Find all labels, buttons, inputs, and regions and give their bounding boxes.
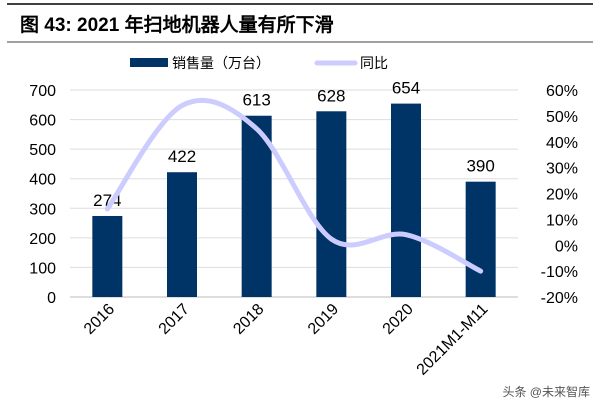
y-left-tick-label: 400 — [29, 172, 56, 189]
bar — [167, 172, 197, 297]
y-right-tick-label: -20% — [541, 290, 578, 307]
bar-data-label: 613 — [242, 91, 270, 110]
y-left-tick-label: 500 — [29, 142, 56, 159]
x-tick-label: 2016 — [81, 301, 118, 338]
legend-swatch-bar — [130, 58, 168, 67]
y-right-tick-label: 50% — [546, 109, 578, 126]
bar — [316, 111, 346, 297]
y-right-tick-label: -10% — [541, 264, 578, 281]
y-left-tick-label: 0 — [47, 290, 56, 307]
y-left-tick-label: 600 — [29, 113, 56, 130]
x-tick-label: 2020 — [380, 301, 417, 338]
yoy-line — [107, 100, 480, 271]
bar-data-label: 628 — [317, 86, 345, 105]
bar — [466, 182, 496, 297]
watermark: 头条 @未来智库 — [502, 384, 590, 399]
bar-data-label: 390 — [466, 157, 494, 176]
legend-label-bar: 销售量（万台） — [172, 55, 270, 71]
x-tick-label: 2021M1-M11 — [414, 301, 492, 379]
y-right-tick-label: 0% — [555, 238, 578, 255]
figure-title: 图 43: 2021 年扫地机器人量有所下滑 — [20, 13, 334, 36]
bar-data-label: 654 — [392, 79, 420, 98]
x-tick-label: 2018 — [230, 301, 267, 338]
legend-label-line: 同比 — [360, 55, 388, 71]
y-right-tick-label: 60% — [546, 83, 578, 100]
bar-data-label: 422 — [168, 147, 196, 166]
legend: 销售量（万台） 同比 — [130, 55, 388, 71]
y-right-tick-label: 30% — [546, 161, 578, 178]
x-tick-label: 2017 — [156, 301, 193, 338]
y-left-tick-label: 100 — [29, 260, 56, 277]
bar — [92, 216, 122, 297]
y-right-tick-label: 40% — [546, 135, 578, 152]
y-left-tick-label: 700 — [29, 83, 56, 100]
y-right-tick-label: 10% — [546, 212, 578, 229]
y-left-tick-label: 300 — [29, 201, 56, 218]
bar — [391, 104, 421, 297]
x-tick-label: 2019 — [305, 301, 342, 338]
y-right-tick-label: 20% — [546, 187, 578, 204]
y-left-tick-label: 200 — [29, 231, 56, 248]
